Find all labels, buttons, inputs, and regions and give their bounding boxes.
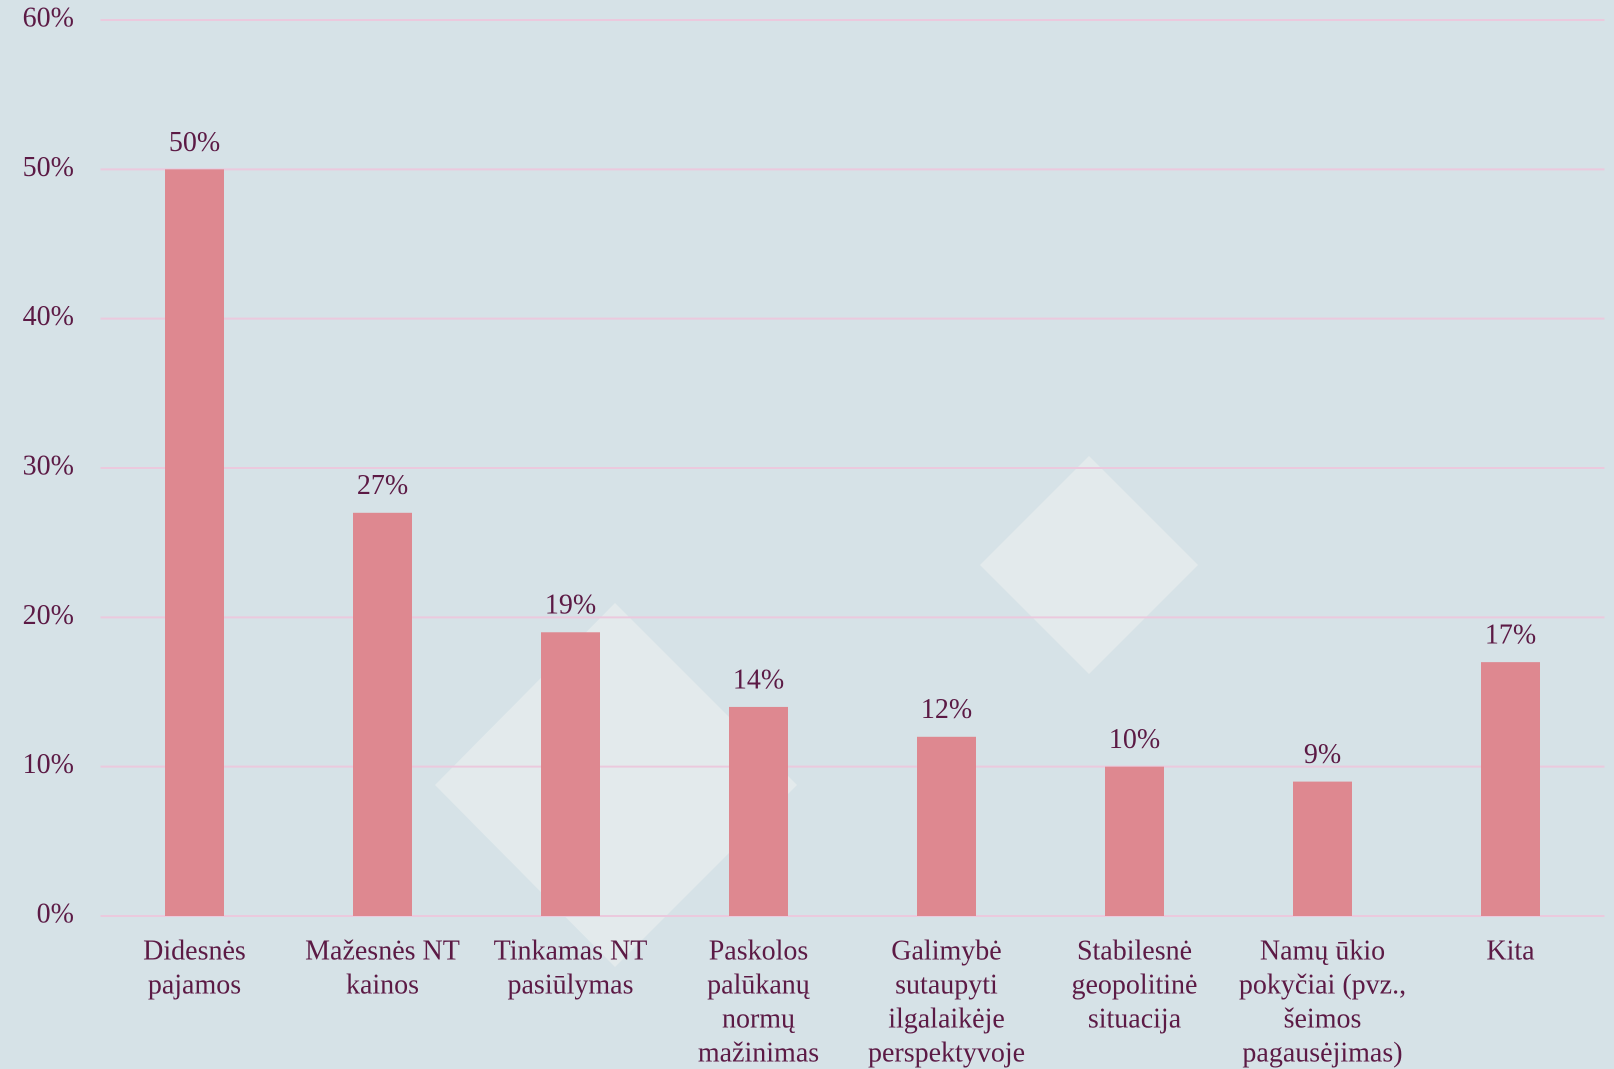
data-label: 10%	[1109, 724, 1160, 755]
y-tick-label: 0%	[37, 898, 74, 929]
y-tick-label: 60%	[23, 2, 74, 33]
decoration	[435, 603, 797, 967]
y-tick-label: 30%	[23, 450, 74, 481]
bar	[917, 736, 976, 916]
x-tick-label: Stabilesnė	[1077, 935, 1192, 966]
x-tick-label: mažinimas	[698, 1037, 819, 1068]
x-tick-label: Didesnės	[143, 935, 246, 966]
bar	[729, 706, 788, 916]
data-label: 14%	[733, 664, 784, 695]
bar	[353, 512, 412, 916]
y-tick-label: 50%	[23, 152, 74, 183]
x-tick-label: Namų ūkio	[1260, 935, 1385, 966]
x-tick-label: pajamos	[148, 969, 241, 1000]
x-tick-label: Tinkamas NT	[494, 935, 648, 966]
data-label: 19%	[545, 590, 596, 621]
bar	[165, 169, 224, 917]
x-tick-label: pokyčiai (pvz.,	[1239, 969, 1406, 1000]
y-tick-label: 20%	[23, 600, 74, 631]
data-label: 27%	[357, 470, 408, 501]
x-tick-label: Mažesnės NT	[305, 935, 460, 966]
bar	[1105, 766, 1164, 916]
data-label: 17%	[1485, 620, 1536, 651]
x-tick-label: ilgalaikėje	[888, 1003, 1005, 1034]
x-tick-label: pagausėjimas)	[1242, 1037, 1402, 1068]
x-tick-label: kainos	[346, 969, 419, 1000]
x-tick-label: Paskolos	[709, 935, 809, 966]
x-tick-label: normų	[722, 1003, 796, 1034]
x-tick-label: Kita	[1486, 935, 1535, 966]
bar	[1293, 781, 1352, 916]
x-tick-label: palūkanų	[707, 969, 811, 1000]
x-tick-label: perspektyvoje	[868, 1037, 1025, 1068]
y-tick-label: 40%	[23, 301, 74, 332]
bar	[1481, 662, 1540, 916]
data-label: 12%	[921, 694, 972, 725]
x-tick-label: situacija	[1088, 1003, 1182, 1034]
x-tick-label: sutaupyti	[895, 969, 998, 1000]
x-tick-label: šeimos	[1284, 1003, 1362, 1034]
bar	[541, 632, 600, 916]
data-label: 50%	[169, 127, 220, 158]
x-tick-label: pasiūlymas	[508, 969, 634, 1000]
y-tick-label: 10%	[23, 749, 74, 780]
decoration	[980, 456, 1198, 674]
x-tick-label: geopolitinė	[1072, 969, 1198, 1000]
data-label: 9%	[1304, 739, 1341, 770]
x-tick-label: Galimybė	[891, 935, 1001, 966]
